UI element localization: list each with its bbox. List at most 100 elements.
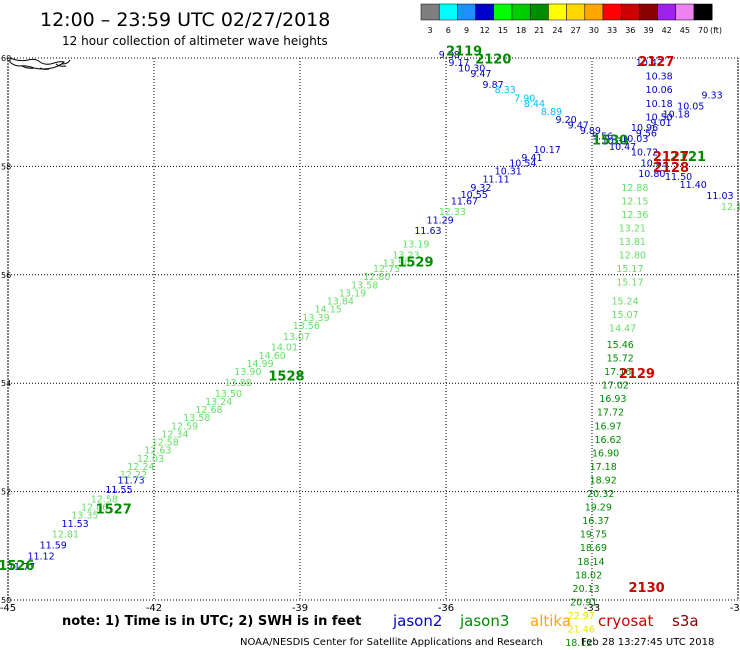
- note-text: note: 1) Time is in UTC; 2) SWH is in fe…: [62, 614, 361, 629]
- wave-height-value: 9.41: [521, 153, 542, 164]
- wave-height-value: 12.03: [137, 454, 164, 465]
- wave-height-value: 13.56: [293, 321, 320, 332]
- scale-swatch: [675, 3, 695, 21]
- lat-tick-label: 56: [1, 271, 11, 280]
- wave-height-value: 9.38: [439, 50, 460, 61]
- scale-label: 30: [589, 26, 599, 35]
- scale-label: 33: [607, 26, 617, 35]
- lat-tick-label: 60: [1, 54, 11, 63]
- longitude-axis: -45 -42 -39 -36 -33 -30: [0, 603, 740, 614]
- wave-height-value: 16.62: [594, 435, 621, 446]
- scale-swatch: [457, 3, 476, 21]
- wave-height-value: 22.97: [568, 611, 595, 622]
- wave-height-value: 16.37: [582, 516, 609, 527]
- wave-height-value: 8.33: [495, 85, 516, 96]
- wave-height-value: 10.50: [646, 112, 673, 123]
- wave-height-value: 17.72: [597, 408, 624, 419]
- wave-height-value: 16.93: [599, 394, 626, 405]
- scale-label: 6: [446, 26, 451, 35]
- scale-label: 12: [480, 26, 490, 35]
- wave-height-value: 20.13: [573, 584, 600, 595]
- wave-height-value: 9.01: [650, 118, 671, 129]
- scale-swatch: [657, 3, 677, 21]
- wave-height-value: 11.77: [8, 562, 35, 573]
- wave-height-value: 12.68: [195, 405, 222, 416]
- scale-label: 27: [571, 26, 581, 35]
- wave-height-value: 10.54: [509, 158, 536, 169]
- wave-height-value: 17.02: [602, 381, 629, 392]
- wave-height-value: 12.80: [619, 251, 646, 262]
- lon-tick-label: -39: [292, 603, 308, 614]
- wave-height-value: 10.18: [646, 99, 673, 110]
- wave-height-value: 18.92: [590, 475, 617, 486]
- wave-height-value: 14.47: [609, 324, 636, 335]
- wave-height-value: 17.18: [590, 462, 617, 473]
- wave-height-value: 12.88: [621, 183, 648, 194]
- wave-height-value: 14.60: [259, 351, 286, 362]
- wave-height-value: 10.06: [646, 85, 673, 96]
- wave-height-value: 15.07: [611, 310, 638, 321]
- wave-height-value: 13.58: [183, 413, 210, 424]
- scale-swatch: [420, 3, 440, 21]
- wave-height-value: 17.16: [604, 367, 631, 378]
- wave-height-value: 10.72: [631, 148, 658, 159]
- wave-height-value: 12.24: [127, 462, 154, 473]
- wave-height-value: 11.11: [483, 175, 510, 186]
- footer-timestamp: Feb 28 13:27:45 UTC 2018: [581, 637, 714, 648]
- pass-number-label: 2128: [653, 161, 689, 176]
- wave-height-value: 12.33: [439, 207, 466, 218]
- legend-jason2: jason2: [392, 612, 442, 630]
- legend-altika: altika: [530, 612, 571, 630]
- pass-number-label: 1530: [592, 134, 628, 149]
- footer-credit: NOAA/NESDIS Center for Satellite Applica…: [240, 637, 543, 648]
- wave-height-value: 10.17: [534, 145, 561, 156]
- wave-height-value: 10.31: [495, 167, 522, 178]
- scale-swatch: [438, 3, 458, 21]
- wave-height-value: 10.38: [646, 72, 673, 83]
- lon-tick-label: -42: [146, 603, 162, 614]
- wave-height-value: 9.47: [568, 120, 589, 131]
- wave-height-value: 13.07: [283, 332, 310, 343]
- wave-height-value: 9.17: [448, 58, 469, 69]
- wave-height-value: 14.15: [315, 305, 342, 316]
- wave-height-value: 10.33: [602, 137, 629, 148]
- wave-height-value: 9.20: [556, 115, 577, 126]
- wave-height-value: 11.03: [706, 191, 733, 202]
- wave-height-value: 10.63: [641, 158, 668, 169]
- wave-height-value: 13.35: [71, 511, 98, 522]
- wave-height-value: 13.21: [619, 223, 646, 234]
- wave-height-value: 9.47: [470, 69, 491, 80]
- pass-number-label: 1529: [397, 256, 433, 271]
- wave-height-value: 8.89: [541, 107, 562, 118]
- pass-number-label: 2129: [619, 367, 655, 382]
- wave-height-value: 11.63: [414, 226, 441, 237]
- pass-number-label: 2127: [653, 150, 689, 165]
- wave-height-value: 20.91: [570, 597, 597, 608]
- wave-height-value: 12.22: [120, 470, 147, 481]
- wave-height-value: 19.75: [580, 530, 607, 541]
- lon-tick-label: -36: [438, 603, 454, 614]
- wave-height-value: 7.90: [514, 93, 535, 104]
- wave-height-value: 11.73: [118, 475, 145, 486]
- scale-swatch: [475, 3, 495, 21]
- wave-height-value: 9.56: [592, 131, 613, 142]
- scale-label: 36: [625, 26, 635, 35]
- wave-height-value: 14.01: [271, 343, 298, 354]
- pass-number-label: 1527: [96, 502, 132, 517]
- wave-height-value: 12.58: [91, 494, 118, 505]
- page-title: 12:00 – 23:59 UTC 02/27/2018: [40, 9, 330, 31]
- wave-height-value: 10.55: [461, 190, 488, 201]
- wave-height-value: 18.69: [580, 543, 607, 554]
- lon-tick-label: -33: [584, 603, 600, 614]
- lat-tick-label: 58: [1, 162, 11, 171]
- scale-swatch: [566, 3, 586, 21]
- wave-height-value: 21.46: [568, 625, 595, 636]
- wave-height-value: 13.90: [234, 367, 261, 378]
- wave-height-value: 10.47: [609, 142, 636, 153]
- wave-height-value: 15.17: [616, 278, 643, 289]
- wave-height-value: 11.55: [105, 485, 132, 496]
- wave-height-value: 12.58: [152, 438, 179, 449]
- wave-height-value: 13.81: [619, 237, 646, 248]
- wave-height-value: 12.80: [363, 272, 390, 283]
- scale-label: 3: [428, 26, 433, 35]
